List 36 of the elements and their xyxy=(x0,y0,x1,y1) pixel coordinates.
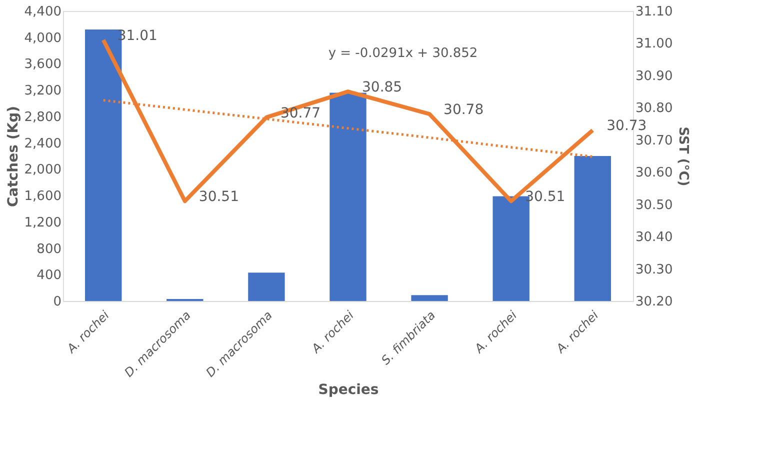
annotation: y = -0.0291x + 30.852 xyxy=(328,46,478,61)
y2-tick-label: 30.40 xyxy=(636,230,673,246)
y2-tick-label: 30.70 xyxy=(636,133,673,148)
bar xyxy=(330,92,366,301)
y-tick-label: 400 xyxy=(36,268,62,284)
data-label: 30.78 xyxy=(444,102,484,118)
y-tick-label: 3,600 xyxy=(24,57,62,72)
bar xyxy=(411,295,448,301)
y2-tick-label: 30.60 xyxy=(636,166,673,181)
y-tick-label: 0 xyxy=(53,294,62,310)
y2-tick-label: 30.50 xyxy=(636,198,673,213)
data-label: 30.73 xyxy=(606,118,647,134)
y2-tick-label: 31.00 xyxy=(636,36,673,52)
y-axis-title: Catches (Kg) xyxy=(5,106,22,208)
y2-tick-label: 30.30 xyxy=(636,262,673,278)
y-tick-label: 3,200 xyxy=(24,84,62,99)
y-tick-label: 4,400 xyxy=(24,4,62,20)
y-tick-label: 1,200 xyxy=(24,215,62,230)
y-tick-label: 1,600 xyxy=(24,189,62,204)
data-label: 30.85 xyxy=(362,80,402,96)
y-tick-label: 2,800 xyxy=(24,110,62,125)
y2-tick-label: 31.10 xyxy=(636,4,673,20)
x-axis-title: Species xyxy=(318,382,379,398)
data-label: 30.51 xyxy=(198,189,240,206)
bar xyxy=(248,272,285,301)
y-tick-label: 800 xyxy=(36,242,62,257)
data-label: 30.77 xyxy=(280,105,321,122)
y2-axis-title: SST (°C) xyxy=(676,126,691,186)
y-tick-label: 2,400 xyxy=(24,136,62,152)
y2-tick-label: 30.80 xyxy=(636,101,673,116)
bar xyxy=(574,156,611,301)
y-tick-label: 4,000 xyxy=(24,30,62,46)
y2-tick-label: 30.90 xyxy=(636,68,673,84)
y2-tick-label: 30.20 xyxy=(636,294,673,310)
y-tick-label: 2,000 xyxy=(24,162,62,178)
data-label: 30.51 xyxy=(525,189,566,206)
